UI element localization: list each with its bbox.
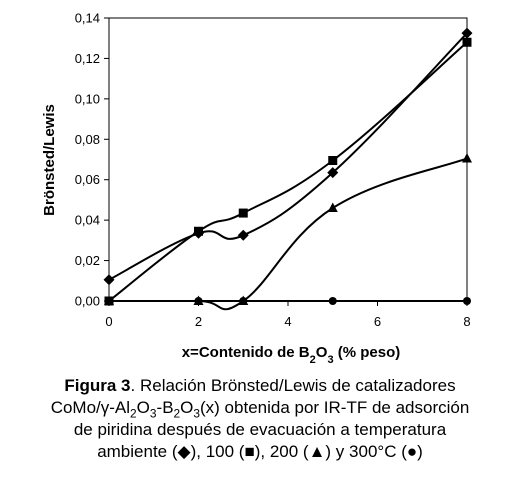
square-symbol-icon: ■ [244,442,255,461]
caption-sub-4: 3 [193,406,201,421]
data-point-circle [105,297,113,305]
series-line-triangle [108,157,468,311]
caption-text-4b: ), 100 ( [190,442,245,461]
data-point-diamond [103,274,115,286]
data-point-square [238,208,248,218]
y-tick-label: 0,14 [75,11,100,26]
y-tick-label: 0,08 [75,132,100,147]
caption-text-4d: ) y 300°C ( [325,442,407,461]
caption-formula-a: CoMo/γ-Al [50,398,131,417]
diamond-symbol-icon: ◆ [177,442,191,461]
series-line-square [108,41,468,302]
data-point-diamond [327,167,339,179]
caption-text-2: (x) obtenida por IR-TF de adsorción [200,398,470,417]
data-point-circle [194,297,203,305]
y-tick-label: 0,06 [75,172,100,187]
data-point-square [462,37,472,47]
caption-sub-3: 2 [173,406,181,421]
caption-text-1: . Relación Brönsted/Lewis de catalizador… [130,376,456,395]
caption-sub-2: 3 [149,406,157,421]
x-tick-label: 8 [463,314,470,329]
y-tick-label: 0,10 [75,91,100,106]
caption-label: Figura 3 [64,376,131,395]
triangle-symbol-icon: ▲ [308,442,326,461]
y-tick-label: 0,12 [75,51,100,66]
series-line-diamond [108,32,468,281]
data-point-square [328,156,338,166]
caption-text-4e: ) [417,442,423,461]
caption-formula-c: -B [156,398,174,417]
caption-formula-b: O [136,398,150,417]
x-tick-label: 6 [374,314,381,329]
data-point-diamond [237,229,249,241]
data-point-triangle [462,152,472,163]
y-tick-label: 0,02 [75,253,100,268]
caption-line-2: CoMo/γ-Al2O3-B2O3(x) obtenida por IR-TF … [0,397,520,419]
caption-line-1: Figura 3. Relación Brönsted/Lewis de cat… [0,375,520,397]
x-tick-label: 2 [195,314,202,329]
caption-text-4c: ), 200 ( [254,442,309,461]
x-tick-label: 4 [284,314,291,329]
data-point-diamond [461,27,473,39]
caption-text-4a: ambiente ( [97,442,178,461]
caption-line-4: ambiente (◆), 100 (■), 200 (▲) y 300°C (… [0,441,520,463]
y-tick-label: 0,04 [75,213,100,228]
circle-symbol-icon: ● [406,442,418,461]
data-point-triangle [327,202,338,213]
data-point-circle [239,297,248,305]
chart: 0,00 0,02 0,04 0,06 0,08 0,10 0,12 0,14 0 2 4 6 8 Br… [41,11,473,366]
data-point-square [194,226,203,236]
caption-line-3: de piridina después de evacuación a temp… [73,420,447,439]
figure-caption: Figura 3. Relación Brönsted/Lewis de cat… [0,375,520,463]
x-axis-title: x=Contenido de B2O3 (% peso) [182,344,401,366]
data-point-circle [463,297,471,305]
caption-sub-1: 2 [130,406,137,421]
y-axis-title: Brönsted/Lewis [41,104,58,216]
x-tick-label: 0 [105,314,112,329]
series-group [103,27,473,311]
data-point-circle [328,297,337,305]
y-tick-label: 0,00 [75,294,100,309]
caption-formula-d: O [180,398,194,417]
